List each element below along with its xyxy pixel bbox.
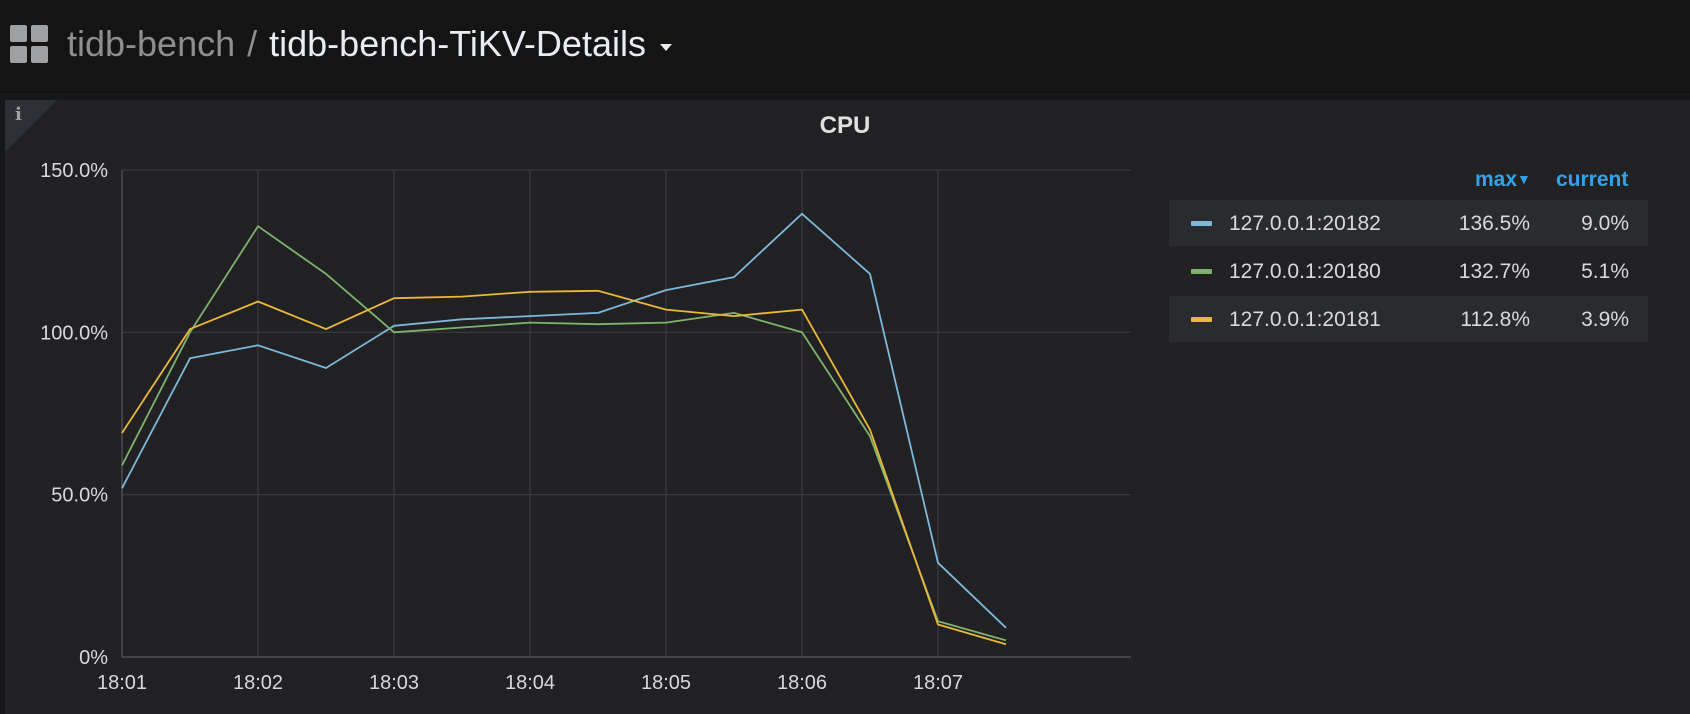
x-tick-label: 18:02 [233,672,283,694]
grid-icon[interactable] [10,25,50,65]
legend-max-value: 132.7% [1458,260,1530,283]
legend-series-name[interactable]: 127.0.0.1:20180 [1229,260,1381,283]
x-tick-label: 18:01 [97,672,147,694]
top-navbar: tidb-bench / tidb-bench-TiKV-Details [0,0,1690,93]
info-corner[interactable] [5,100,57,152]
x-tick-label: 18:03 [369,672,419,694]
info-icon[interactable]: i [15,104,22,125]
breadcrumb: tidb-bench / tidb-bench-TiKV-Details [67,20,672,68]
sort-desc-icon: ▼ [1517,171,1531,187]
legend-row[interactable]: 127.0.0.1:20182 136.5% 9.0% [1169,200,1648,246]
y-tick-label: 0% [79,647,108,669]
series-line[interactable] [121,289,1007,646]
legend-max-value: 136.5% [1458,212,1530,235]
chevron-down-icon[interactable] [659,43,672,51]
dashboard-title[interactable]: tidb-bench-TiKV-Details [269,23,646,64]
legend-row[interactable]: 127.0.0.1:20180 132.7% 5.1% [1169,248,1648,294]
legend-header-max[interactable]: max▼ [1475,168,1531,191]
breadcrumb-folder-link[interactable]: tidb-bench [67,23,236,64]
y-tick-label: 100.0% [40,322,108,344]
breadcrumb-separator: / [247,23,258,64]
x-tick-label: 18:06 [777,672,827,694]
series-color-swatch[interactable] [1191,221,1212,226]
legend-current-value: 3.9% [1581,308,1629,331]
legend-series-name[interactable]: 127.0.0.1:20182 [1229,212,1381,235]
legend-header-current[interactable]: current [1556,168,1629,191]
panel-title[interactable]: CPU [819,112,871,139]
legend-row[interactable]: 127.0.0.1:20181 112.8% 3.9% [1169,296,1648,342]
y-tick-label: 150.0% [40,160,108,182]
legend-current-value: 5.1% [1581,260,1629,283]
series-line[interactable] [121,212,1007,629]
legend-series-name[interactable]: 127.0.0.1:20181 [1229,308,1381,331]
series-color-swatch[interactable] [1191,269,1212,274]
x-tick-label: 18:07 [913,672,963,694]
x-tick-label: 18:04 [505,672,555,694]
legend-max-value: 112.8% [1460,308,1530,331]
x-tick-label: 18:05 [641,672,691,694]
series-color-swatch[interactable] [1191,317,1212,322]
cpu-line-chart: 0% 50.0% 100.0% 150.0% 18:01 18:02 18:03 18:04 1… [40,160,1131,694]
series-line[interactable] [121,225,1007,642]
y-tick-label: 50.0% [51,485,108,507]
legend-current-value: 9.0% [1581,212,1629,235]
